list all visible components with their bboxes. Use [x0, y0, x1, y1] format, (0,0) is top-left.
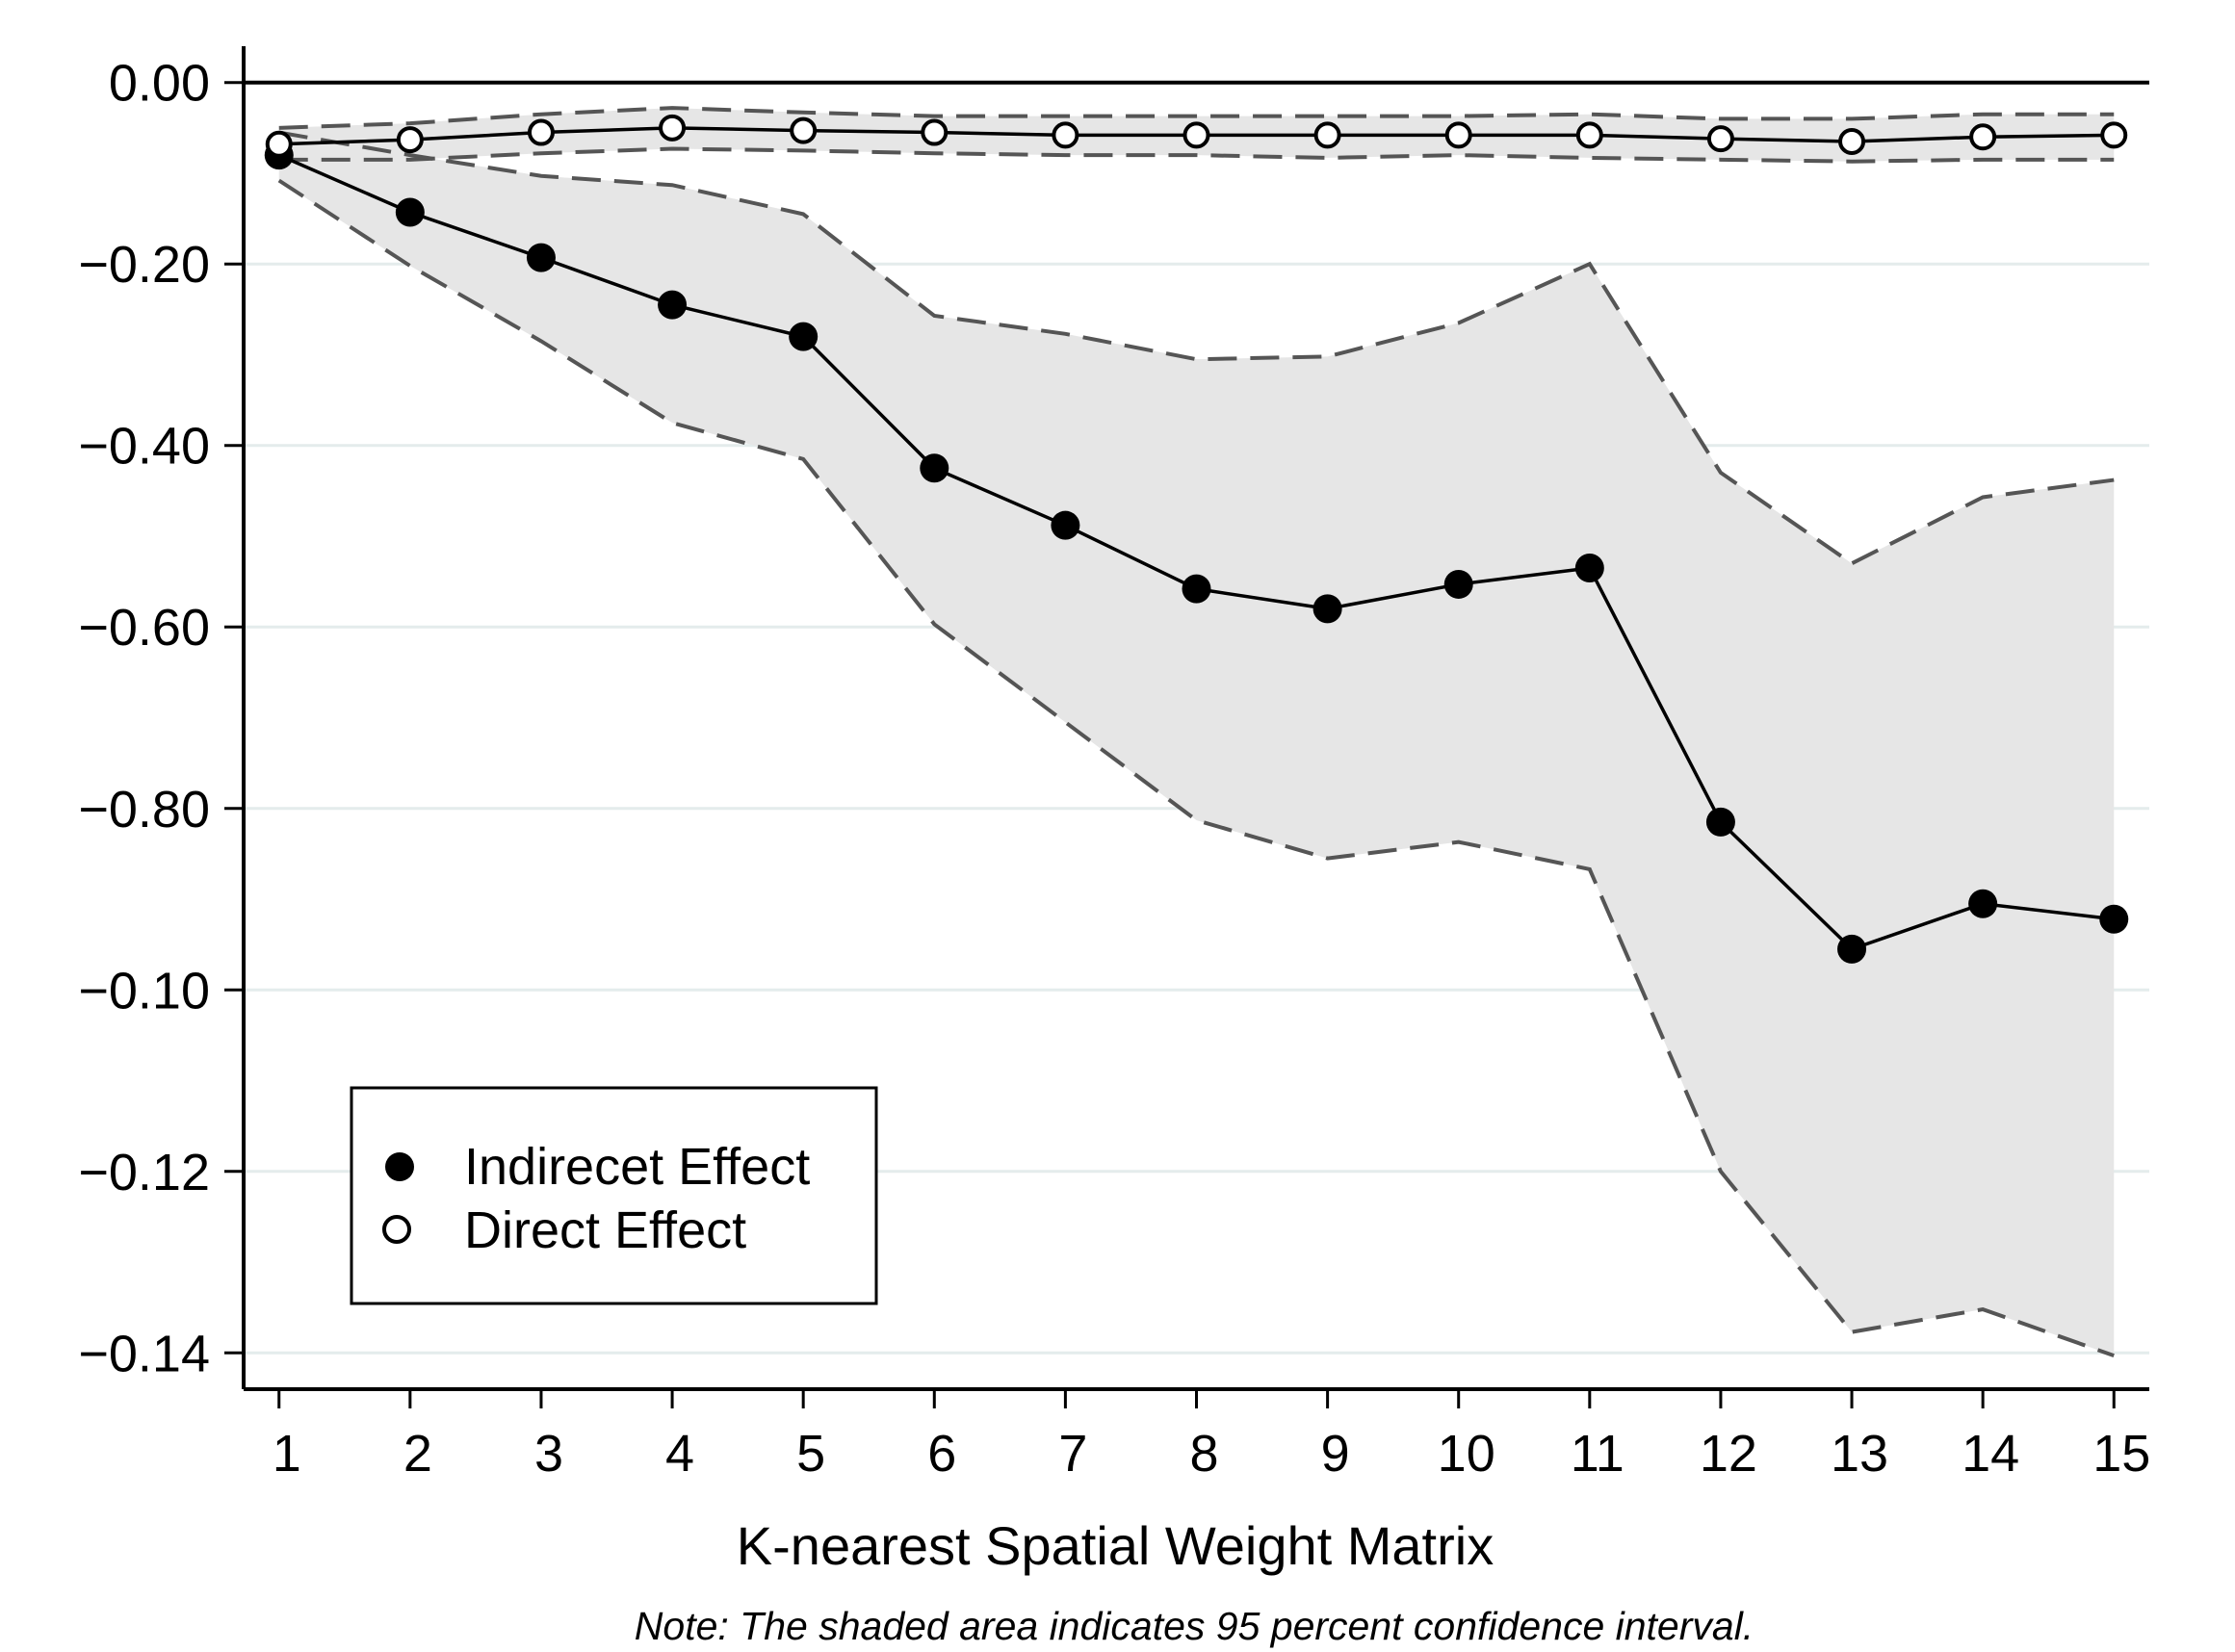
x-tick-label: 10: [1438, 1425, 1495, 1483]
indirect-effect-point: [1574, 553, 1604, 582]
legend-label-direct: Direct Effect: [464, 1201, 746, 1259]
x-tick-label: 4: [665, 1425, 694, 1483]
indirect-effect-point: [526, 243, 556, 272]
direct-effect-point: [1052, 121, 1079, 149]
x-tick-label: 5: [796, 1425, 825, 1483]
indirect-effect-point: [658, 290, 688, 320]
x-tick-label: 12: [1700, 1425, 1757, 1483]
ci-band: [278, 132, 2115, 1356]
indirect-effect-point: [1051, 510, 1080, 540]
indirect-effect-point: [1837, 934, 1867, 964]
x-tick-label: 14: [1962, 1425, 2019, 1483]
legend-label-indirect: Indirecet Effect: [464, 1138, 810, 1196]
ci-boundary-line: [278, 146, 2115, 164]
x-tick-label: 6: [927, 1425, 956, 1483]
direct-effect-point: [1575, 121, 1603, 149]
direct-effect-point: [790, 116, 818, 144]
direct-effect-point: [659, 114, 687, 142]
x-tick-label: 8: [1189, 1425, 1218, 1483]
direct-effect-point: [1182, 121, 1210, 149]
indirect-effect-point: [1443, 569, 1473, 599]
x-tick-label: 11: [1571, 1425, 1624, 1483]
y-tick-label: −0.10: [78, 962, 210, 1020]
y-tick-label: −0.60: [78, 599, 210, 657]
legend-hollow-marker: [382, 1215, 411, 1244]
y-tick-label: −0.20: [78, 236, 210, 294]
y-tick-label: −0.12: [78, 1144, 210, 1201]
x-tick-label: 13: [1831, 1425, 1888, 1483]
indirect-effect-point: [920, 453, 949, 483]
indirect-effect-point: [1182, 574, 1211, 604]
x-tick-label: 1: [273, 1425, 301, 1483]
indirect-effect-point: [1312, 594, 1342, 624]
legend: Indirecet Effect Direct Effect: [350, 1086, 878, 1305]
direct-effect-point: [1313, 121, 1341, 149]
indirect-effect-point: [789, 322, 819, 351]
ci-boundary-line: [278, 106, 2115, 130]
direct-effect-point: [1969, 123, 1997, 151]
x-tick-label: 15: [2092, 1425, 2150, 1483]
legend-filled-marker: [385, 1152, 414, 1181]
x-axis-title: K-nearest Spatial Weight Matrix: [737, 1515, 1494, 1576]
indirect-effect-point: [1968, 889, 1998, 918]
markers: [264, 114, 2129, 964]
y-tick-label: −0.80: [78, 781, 210, 839]
direct-effect-point: [265, 130, 293, 158]
y-tick-label: −0.40: [78, 418, 210, 476]
x-tick-label: 3: [534, 1425, 563, 1483]
y-tick-label: −0.14: [78, 1325, 210, 1382]
y-tick-label: 0.00: [109, 55, 210, 113]
direct-effect-point: [1444, 121, 1472, 149]
x-tick-label: 9: [1321, 1425, 1350, 1483]
indirect-effect-point: [2099, 904, 2129, 934]
direct-effect-point: [396, 126, 424, 154]
ci-boundary-line: [278, 130, 2115, 566]
legend-box: [350, 1086, 878, 1305]
ci-boundary-line: [277, 178, 2115, 1358]
direct-effect-point: [1706, 125, 1734, 153]
direct-effect-point: [2100, 121, 2128, 149]
axes: 0.00 −0.20 −0.40 −0.60 −0.80 −0.10 −0.12 −0.14 1…: [78, 46, 2150, 1483]
note-text: Note: The shaded area indicates 95 perce…: [635, 1604, 1754, 1648]
x-tick-label: 7: [1058, 1425, 1087, 1483]
indirect-effect-point: [1705, 807, 1735, 837]
x-tick-label: 2: [403, 1425, 432, 1483]
direct-effect-point: [527, 118, 555, 146]
direct-effect-point: [1838, 127, 1866, 155]
direct-effect-point: [921, 118, 949, 146]
indirect-effect-point: [395, 197, 425, 227]
